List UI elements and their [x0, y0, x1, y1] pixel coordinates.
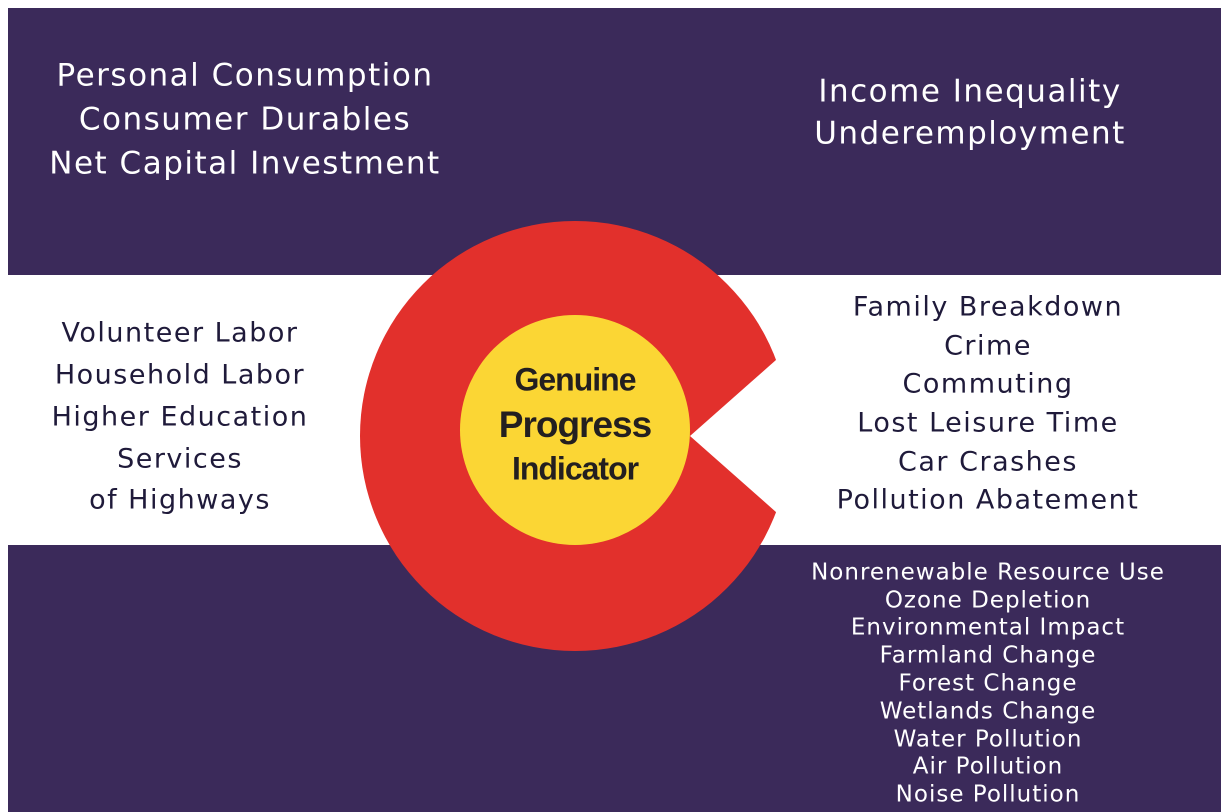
- bottom-right-text: Noise Pollution: [896, 782, 1081, 808]
- center-text: Indicator: [512, 450, 639, 486]
- top-left-text: Net Capital Investment: [49, 146, 440, 182]
- middle-right-text: Pollution Abatement: [837, 485, 1140, 516]
- middle-right-text: Lost Leisure Time: [857, 408, 1118, 439]
- middle-right-text: Family Breakdown: [853, 292, 1123, 323]
- bottom-right-text: Environmental Impact: [851, 615, 1125, 641]
- bottom-right-text: Water Pollution: [894, 727, 1083, 753]
- middle-right-text: Car Crashes: [898, 447, 1078, 478]
- center-text: Genuine: [514, 361, 635, 397]
- middle-left-text: Services: [117, 444, 243, 475]
- top-right-text: Income Inequality: [818, 74, 1121, 110]
- middle-left-text: Higher Education: [52, 402, 309, 433]
- middle-left-text: Volunteer Labor: [62, 318, 299, 349]
- middle-left-text: Household Labor: [55, 360, 305, 391]
- bottom-right-text: Ozone Depletion: [885, 588, 1091, 614]
- top-left-text: Consumer Durables: [79, 102, 411, 138]
- top-right-text: Underemployment: [814, 116, 1126, 152]
- middle-right-text: Crime: [944, 331, 1032, 362]
- bottom-right-text: Nonrenewable Resource Use: [811, 560, 1165, 586]
- yellow-circle: [460, 315, 690, 545]
- c-notch: [690, 352, 830, 520]
- top-left-text: Personal Consumption: [57, 58, 434, 94]
- center-text: Progress: [499, 404, 652, 445]
- middle-left-text: of Highways: [89, 485, 271, 516]
- bottom-right-text: Air Pollution: [913, 754, 1063, 780]
- bottom-right-text: Farmland Change: [880, 643, 1097, 669]
- bottom-right-text: Forest Change: [899, 671, 1078, 697]
- bottom-right-text: Wetlands Change: [880, 699, 1097, 725]
- middle-right-text: Commuting: [903, 369, 1074, 400]
